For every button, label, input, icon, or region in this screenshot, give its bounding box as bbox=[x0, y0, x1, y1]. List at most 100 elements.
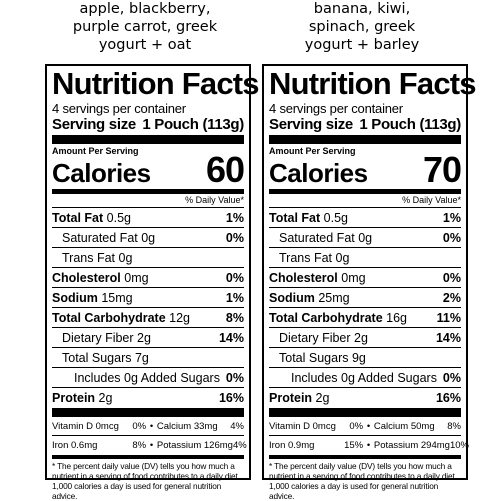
nutrient-daily-value: 0% bbox=[225, 370, 244, 385]
nutrient-name: Protein bbox=[269, 391, 313, 405]
product-column-left: apple, blackberry, purple carrot, greek yo… bbox=[45, 0, 260, 501]
nutrient-amount: 0.5g bbox=[106, 210, 131, 225]
vitamin-daily-value: 4% bbox=[232, 440, 247, 451]
vitamin-name-amount: Potassium 126mg bbox=[156, 440, 233, 451]
nutrient-name: Cholesterol bbox=[52, 270, 121, 285]
nutrient-row: Sodium 15mg 1% bbox=[52, 288, 244, 308]
nutrient-row: Dietary Fiber 2g 14% bbox=[52, 328, 244, 348]
nutrient-row: Trans Fat 0g bbox=[269, 248, 461, 268]
vitamin-row: Vitamin D 0mcg 0% • Calcium 33mg 4% bbox=[52, 417, 244, 436]
nutrient-name-amount: Cholesterol 0mg bbox=[269, 271, 366, 285]
nutrient-row: Total Carbohydrate 12g 8% bbox=[52, 308, 244, 328]
amount-per-serving: Amount Per Serving bbox=[269, 146, 356, 156]
nutrient-row: Total Fat 0.5g 1% bbox=[52, 208, 244, 228]
nutrient-name-amount: Total Fat 0.5g bbox=[269, 211, 348, 225]
medium-divider bbox=[269, 189, 461, 194]
nutrient-name: Sodium bbox=[269, 290, 315, 305]
nutrient-row: Total Fat 0.5g 1% bbox=[269, 208, 461, 228]
vitamin-item: Vitamin D 0mcg 0% bbox=[269, 421, 363, 432]
daily-value-footnote: * The percent daily value (DV) tells you… bbox=[269, 455, 461, 501]
bullet-separator: • bbox=[366, 420, 371, 432]
product-name-line: purple carrot, greek bbox=[72, 19, 218, 35]
nutrient-daily-value: 1% bbox=[225, 290, 244, 305]
nutrient-daily-value: 11% bbox=[436, 310, 461, 325]
serving-size-row: Serving size 1 Pouch (113g) bbox=[269, 116, 461, 133]
product-name: apple, blackberry, purple carrot, greek yo… bbox=[45, 0, 245, 60]
calories-value: 60 bbox=[205, 149, 245, 190]
vitamin-item: Iron 0.6mg 8% bbox=[52, 440, 146, 451]
vitamin-name-amount: Vitamin D 0mcg bbox=[269, 420, 336, 432]
nutrient-row: Sodium 25mg 2% bbox=[269, 288, 461, 308]
servings-per-container: 4 servings per container bbox=[52, 101, 186, 116]
vitamin-item: • Potassium 126mg 4% bbox=[150, 440, 247, 451]
nutrient-name: Saturated Fat bbox=[279, 230, 355, 245]
nutrient-name-amount: Includes 0g Added Sugars bbox=[291, 371, 437, 385]
product-name-line: banana, kiwi, bbox=[313, 1, 411, 17]
nutrient-name: Sodium bbox=[52, 290, 98, 305]
thick-divider bbox=[269, 135, 461, 144]
nutrient-name: Protein bbox=[52, 391, 96, 405]
nutrient-row: Includes 0g Added Sugars 0% bbox=[269, 368, 461, 388]
servings-per-container: 4 servings per container bbox=[269, 101, 403, 116]
product-name-line: spinach, greek bbox=[308, 19, 416, 35]
nutrient-row: Cholesterol 0mg 0% bbox=[52, 268, 244, 288]
nutrient-amount: 0g bbox=[141, 230, 156, 245]
serving-size-row: Serving size 1 Pouch (113g) bbox=[52, 116, 244, 133]
nutrient-name-amount: Saturated Fat 0g bbox=[62, 231, 155, 245]
nutrient-row: Includes 0g Added Sugars 0% bbox=[52, 368, 244, 388]
nutrient-daily-value: 16% bbox=[435, 391, 461, 405]
calories-label: Calories bbox=[269, 158, 368, 188]
nutrient-amount: 15mg bbox=[101, 290, 133, 305]
nutrient-name: Cholesterol bbox=[269, 270, 338, 285]
nutrient-row: Total Sugars 7g bbox=[52, 348, 244, 368]
nutrition-facts-title: Nutrition Facts bbox=[269, 66, 477, 101]
nutrient-daily-value: 16% bbox=[218, 391, 244, 405]
vitamin-name-group: • Potassium 126mg bbox=[150, 440, 233, 451]
vitamin-daily-value: 0% bbox=[132, 420, 147, 432]
vitamin-name-amount: Calcium 33mg bbox=[156, 420, 218, 432]
nutrient-name: Dietary Fiber bbox=[279, 330, 351, 345]
vitamin-item: • Potassium 294mg 10% bbox=[367, 440, 469, 451]
nutrient-amount: 0g bbox=[118, 250, 133, 265]
nutrient-name-amount: Protein 2g bbox=[269, 391, 329, 405]
nutrient-name-amount: Total Sugars 9g bbox=[279, 351, 366, 365]
vitamin-name-group: • Calcium 33mg bbox=[150, 421, 218, 432]
nutrient-amount: 2g bbox=[315, 391, 330, 405]
nutrient-amount: 2g bbox=[98, 391, 113, 405]
medium-divider bbox=[52, 189, 244, 194]
nutrient-amount: 16g bbox=[386, 310, 408, 325]
nutrient-name-amount: Cholesterol 0mg bbox=[52, 271, 149, 285]
nutrition-facts-label: Nutrition Facts 4 servings per container S… bbox=[45, 64, 260, 501]
vitamin-item: Iron 0.9mg 15% bbox=[269, 440, 363, 451]
bullet-separator: • bbox=[149, 440, 154, 451]
nutrient-name: Includes 0g Added Sugars bbox=[291, 370, 437, 385]
nutrient-row: Trans Fat 0g bbox=[52, 248, 244, 268]
product-column-right: banana, kiwi, spinach, greek yogurt + barl… bbox=[262, 0, 477, 501]
vitamin-row: Iron 0.9mg 15% • Potassium 294mg 10% bbox=[269, 436, 469, 455]
nutrient-amount: 9g bbox=[351, 350, 366, 365]
nutrient-row: Saturated Fat 0g 0% bbox=[269, 228, 461, 248]
serving-size-label: Serving size bbox=[52, 116, 136, 133]
serving-size-label: Serving size bbox=[269, 116, 353, 133]
nutrient-name: Total Fat bbox=[52, 210, 104, 225]
product-name-line: yogurt + oat bbox=[98, 37, 192, 53]
nutrition-facts-title: Nutrition Facts bbox=[52, 66, 260, 101]
nutrient-name: Trans Fat bbox=[62, 250, 116, 265]
nutrient-name: Total Sugars bbox=[62, 350, 132, 365]
nutrient-name-amount: Dietary Fiber 2g bbox=[62, 331, 151, 345]
nutrient-daily-value: 2% bbox=[442, 290, 461, 305]
nutrient-daily-value: 0% bbox=[442, 370, 461, 385]
nutrient-amount: 0mg bbox=[124, 270, 149, 285]
vitamin-daily-value: 8% bbox=[132, 440, 147, 451]
serving-size-value: 1 Pouch (113g) bbox=[142, 116, 244, 133]
product-name-line: yogurt + barley bbox=[304, 37, 420, 53]
nutrient-daily-value: 0% bbox=[442, 230, 461, 245]
vitamin-daily-value: 0% bbox=[349, 420, 364, 432]
calories-label: Calories bbox=[52, 158, 151, 188]
vitamin-name-group: • Potassium 294mg bbox=[367, 440, 450, 451]
vitamin-daily-value: 4% bbox=[230, 420, 244, 432]
nutrient-name: Saturated Fat bbox=[62, 230, 138, 245]
vitamin-name-amount: Potassium 294mg bbox=[373, 440, 450, 451]
nutrient-name: Total Sugars bbox=[279, 350, 349, 365]
nutrient-amount: 0g bbox=[335, 250, 350, 265]
